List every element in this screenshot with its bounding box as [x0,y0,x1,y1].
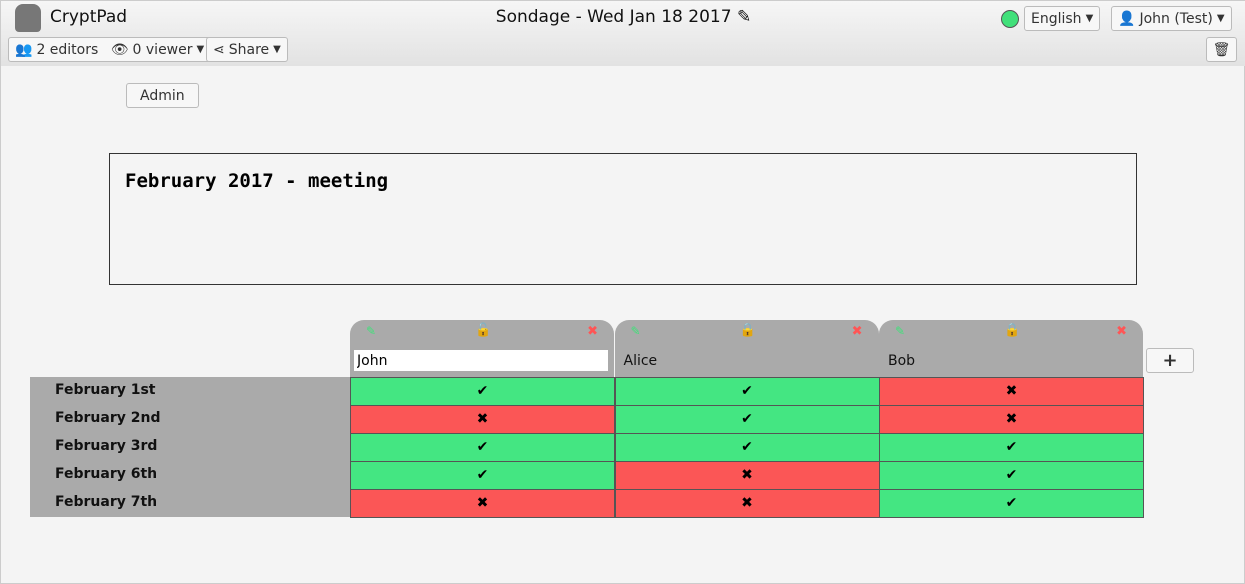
user-icon: 👤 [1118,10,1136,27]
vote-yes-cell[interactable]: ✔ [350,461,615,490]
pencil-icon[interactable]: ✎ [736,7,752,27]
user-menu[interactable]: 👤 John (Test) ▼ [1111,6,1232,31]
column-header: ✎ 🔒 ✖ Bob [879,320,1143,377]
column-header: ✎ 🔒 ✖ Alice [614,320,879,377]
viewers-count: 0 viewer [132,41,193,58]
vote-yes-cell[interactable]: ✔ [614,377,880,406]
row-label: February 3rd [30,433,350,461]
remove-column-icon[interactable]: ✖ [851,324,863,339]
pad-title-text: Sondage - Wed Jan 18 2017 [495,7,732,27]
vote-yes-cell[interactable]: ✔ [879,461,1144,490]
vote-yes-cell[interactable]: ✔ [350,433,615,462]
vote-yes-cell[interactable]: ✔ [879,489,1144,518]
share-icon: ⋖ [213,41,225,58]
language-dropdown[interactable]: English ▼ [1024,6,1101,31]
column-header: ✎ 🔓 ✖ [350,320,614,377]
poll-description[interactable]: February 2017 - meeting [109,153,1137,285]
admin-button[interactable]: Admin [126,83,199,108]
language-label: English [1031,10,1082,27]
app-name: CryptPad [50,7,128,27]
trash-button[interactable]: 🗑 [1206,37,1237,62]
vote-no-cell[interactable]: ✖ [350,405,615,434]
column-name-input[interactable] [354,350,608,371]
vote-no-cell[interactable]: ✖ [350,489,615,518]
row-label: February 2nd [30,405,350,433]
share-button[interactable]: ⋖ Share ▼ [206,37,288,62]
vote-no-cell[interactable]: ✖ [879,405,1144,434]
eye-icon: 👁 [110,41,129,58]
vote-yes-cell[interactable]: ✔ [614,405,880,434]
caret-down-icon: ▼ [1216,13,1225,24]
remove-column-icon[interactable]: ✖ [587,324,598,339]
unlock-icon[interactable]: 🔓 [475,323,492,338]
column-name: Alice [623,353,658,369]
add-column-button[interactable]: + [1146,348,1194,373]
row-label: February 6th [30,461,350,489]
toolbar: CryptPad Sondage - Wed Jan 18 2017 ✎ Eng… [1,1,1245,66]
vote-yes-cell[interactable]: ✔ [614,433,880,462]
connection-status-icon [1001,10,1019,28]
editors-count: 2 editors [36,41,99,58]
row-label: February 1st [30,377,350,405]
lock-icon[interactable]: 🔒 [1004,323,1021,338]
lock-icon[interactable]: 🔒 [739,323,756,338]
users-icon: 👥 [15,41,33,58]
vote-yes-cell[interactable]: ✔ [350,377,615,406]
trash-icon: 🗑 [1212,41,1231,58]
vote-no-cell[interactable]: ✖ [614,461,880,490]
caret-down-icon: ▼ [1085,13,1094,24]
caret-down-icon: ▼ [196,44,205,55]
caret-down-icon: ▼ [273,44,281,55]
edit-icon[interactable]: ✎ [895,324,906,338]
edit-icon[interactable]: ✎ [366,324,377,338]
user-label: John (Test) [1139,10,1213,27]
pad-title[interactable]: Sondage - Wed Jan 18 2017 ✎ [1,7,1245,27]
edit-icon[interactable]: ✎ [630,324,641,338]
vote-yes-cell[interactable]: ✔ [879,433,1144,462]
vote-no-cell[interactable]: ✖ [879,377,1144,406]
users-dropdown[interactable]: 👥 2 editors 👁 0 viewer ▼ [8,37,212,62]
cryptpad-logo [15,4,41,32]
vote-no-cell[interactable]: ✖ [614,489,880,518]
row-label: February 7th [30,489,350,517]
column-name: Bob [888,353,916,369]
share-label: Share [228,41,270,58]
remove-column-icon[interactable]: ✖ [1116,324,1127,339]
